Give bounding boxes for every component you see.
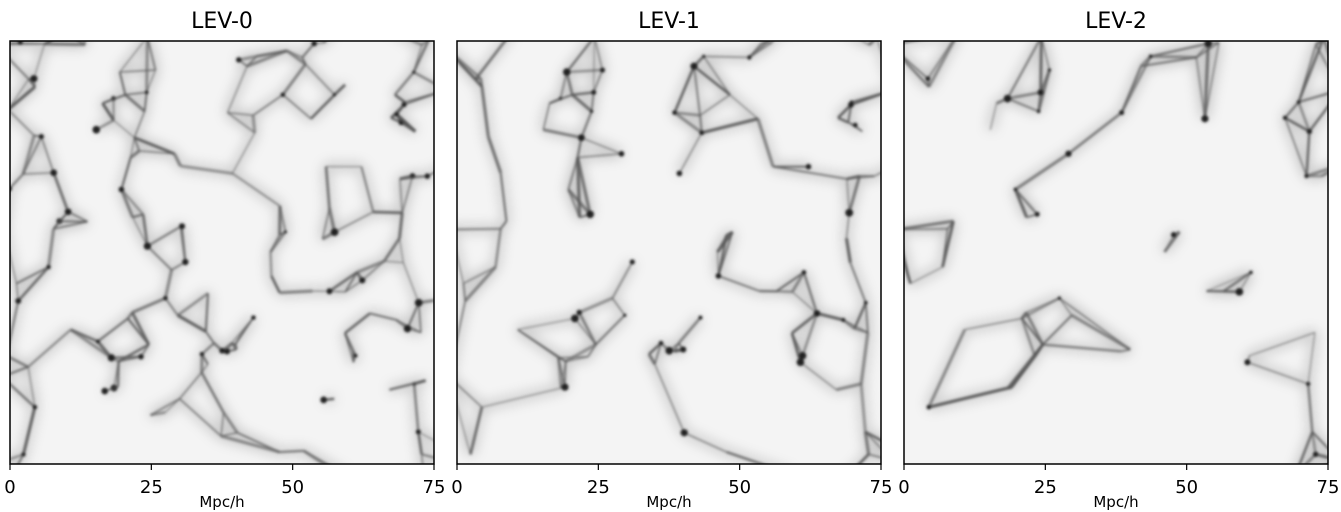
plot-frame [9, 40, 435, 465]
plot-frame [456, 40, 882, 465]
x-tick-label: 0 [898, 477, 909, 498]
density-image [457, 41, 881, 464]
x-tick-label: 50 [728, 477, 751, 498]
panel-title: LEV-0 [191, 9, 253, 34]
x-axis-label: Mpc/h [199, 493, 244, 511]
x-tick-label: 0 [451, 477, 462, 498]
density-image [904, 41, 1328, 464]
x-tick-label: 75 [870, 477, 893, 498]
x-tick-label: 50 [281, 477, 304, 498]
x-tick-label: 75 [423, 477, 446, 498]
x-tick-label: 25 [1034, 477, 1057, 498]
x-axis-label: Mpc/h [1093, 493, 1138, 511]
x-tick-label: 25 [140, 477, 163, 498]
x-tick-label: 50 [1175, 477, 1198, 498]
plot-frame [903, 40, 1329, 465]
panel-title: LEV-2 [1085, 9, 1147, 34]
x-tick-label: 75 [1317, 477, 1340, 498]
panel-title: LEV-1 [638, 9, 700, 34]
x-tick-label: 25 [587, 477, 610, 498]
x-tick-label: 0 [4, 477, 15, 498]
x-axis-label: Mpc/h [646, 493, 691, 511]
density-image [10, 41, 434, 464]
